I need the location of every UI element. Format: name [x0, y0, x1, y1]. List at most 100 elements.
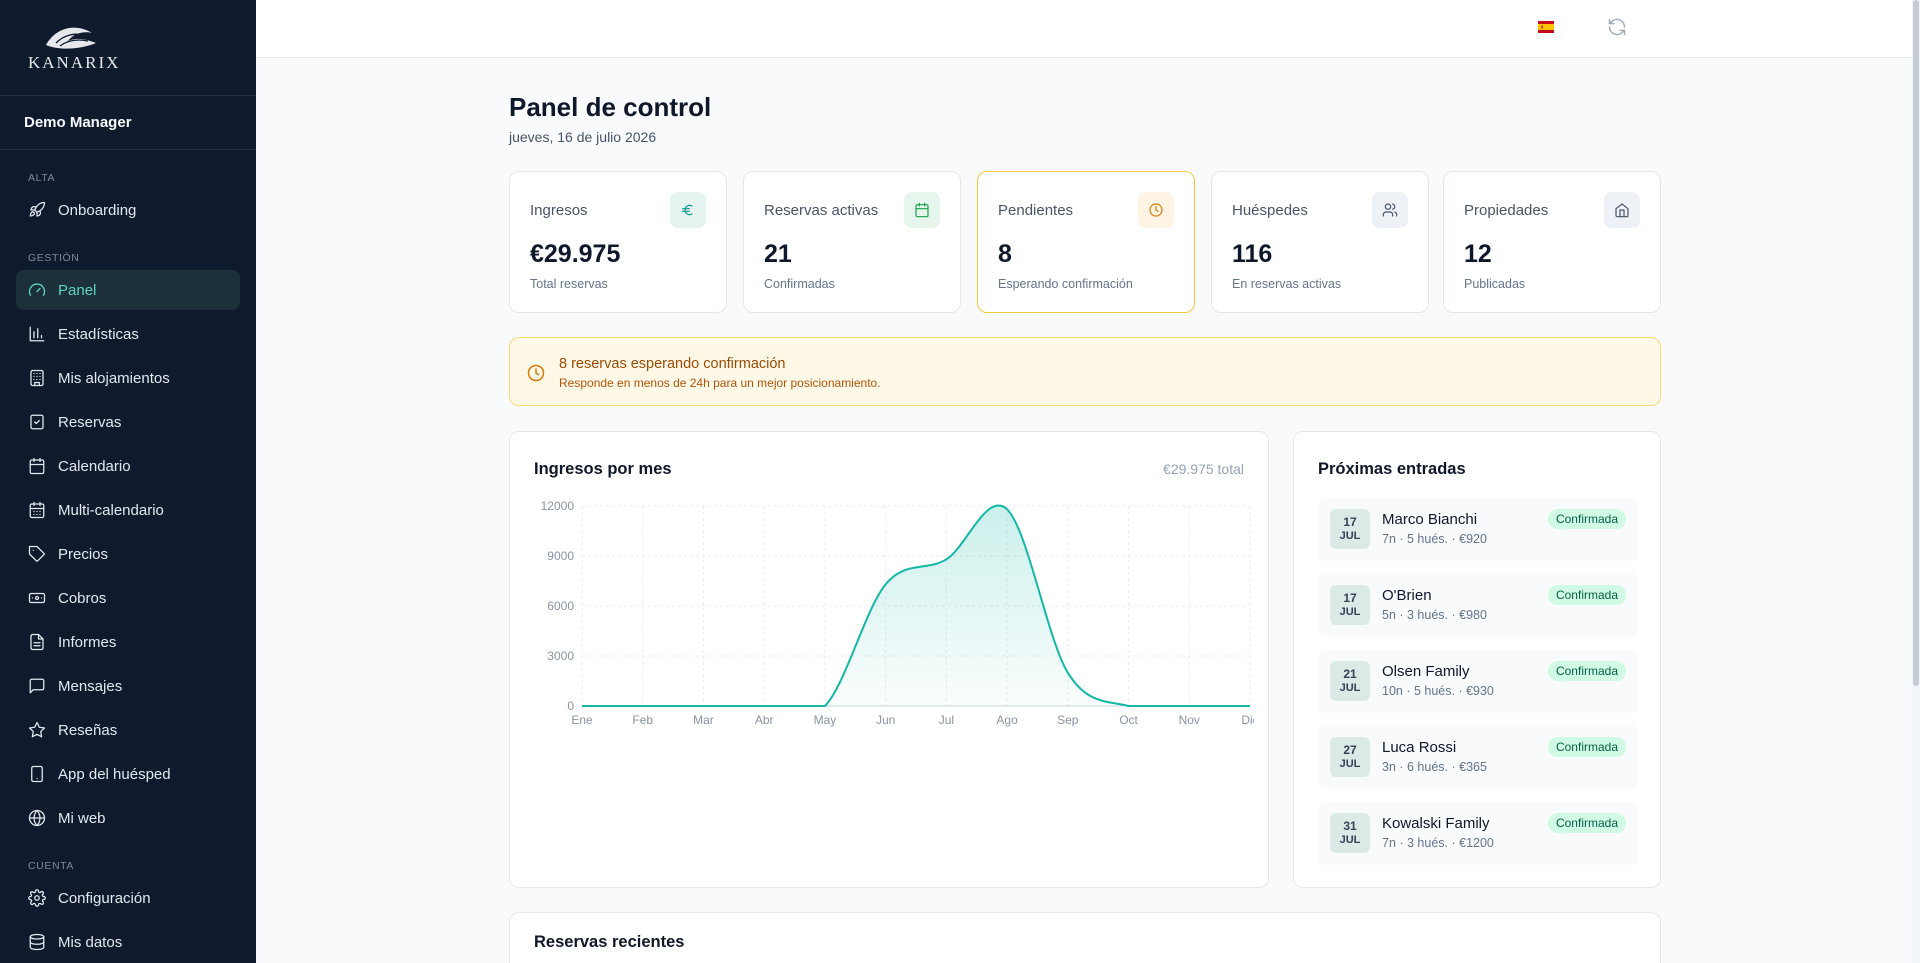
- sidebar-item-onboarding[interactable]: Onboarding: [16, 190, 240, 230]
- arrival-month: JUL: [1339, 530, 1361, 542]
- stat-value: 12: [1464, 240, 1492, 268]
- sidebar-item-label: App del huésped: [58, 765, 171, 783]
- users-icon: [1372, 192, 1408, 228]
- rocket-icon: [28, 201, 46, 219]
- bar-chart-icon: [28, 325, 46, 343]
- star-icon: [28, 721, 46, 739]
- clock-icon: [527, 364, 545, 382]
- x-tick-label: Mar: [693, 713, 714, 727]
- status-badge: Confirmada: [1547, 585, 1626, 605]
- sidebar-item-cobros[interactable]: Cobros: [16, 578, 240, 618]
- guest-name: O'Brien: [1382, 587, 1432, 604]
- sidebar-item-mis-datos[interactable]: Mis datos: [16, 922, 240, 962]
- sidebar-item-calendario[interactable]: Calendario: [16, 446, 240, 486]
- stat-sub: Confirmadas: [764, 277, 835, 291]
- arrival-date-badge: 17 JUL: [1330, 585, 1370, 625]
- stat-card-ingresos[interactable]: Ingresos €29.975 Total reservas: [509, 171, 727, 313]
- stat-label: Propiedades: [1464, 202, 1549, 219]
- guest-name: Olsen Family: [1382, 663, 1470, 680]
- list-item[interactable]: 31 JUL Kowalski Family 7n · 3 hués. · €1…: [1318, 801, 1638, 865]
- stat-card-reservas-activas[interactable]: Reservas activas 21 Confirmadas: [743, 171, 961, 313]
- sidebar-item-label: Reservas: [58, 413, 122, 431]
- booking-meta: 5n · 3 hués. · €980: [1382, 608, 1487, 622]
- section-label-gestion: GESTIÓN: [28, 252, 80, 264]
- stat-sub: Esperando confirmación: [998, 277, 1133, 291]
- calendar-icon: [904, 192, 940, 228]
- sidebar-item-configuracion[interactable]: Configuración: [16, 878, 240, 918]
- upcoming-arrivals-card: Próximas entradas 17 JUL Marco Bianchi 7…: [1293, 431, 1661, 888]
- sidebar-item-estadisticas[interactable]: Estadísticas: [16, 314, 240, 354]
- y-tick-label: 6000: [547, 599, 574, 613]
- gauge-icon: [28, 281, 46, 299]
- arrival-date-badge: 21 JUL: [1330, 661, 1370, 701]
- sidebar-item-label: Mis alojamientos: [58, 369, 170, 387]
- sidebar-item-label: Calendario: [58, 457, 131, 475]
- sidebar-item-multi-calendario[interactable]: Multi-calendario: [16, 490, 240, 530]
- sidebar-item-panel[interactable]: Panel: [16, 270, 240, 310]
- stat-sub: Publicadas: [1464, 277, 1526, 291]
- sidebar-item-label: Cobros: [58, 589, 107, 607]
- arrival-day: 27: [1343, 743, 1357, 757]
- arrival-month: JUL: [1339, 834, 1361, 846]
- arrival-day: 17: [1343, 591, 1357, 605]
- x-tick-label: Sep: [1057, 713, 1079, 727]
- calendar-icon: [28, 457, 46, 475]
- calendar-grid-icon: [28, 501, 46, 519]
- y-tick-label: 9000: [547, 549, 574, 563]
- stat-card-pendientes[interactable]: Pendientes 8 Esperando confirmación: [977, 171, 1195, 313]
- sidebar-item-mensajes[interactable]: Mensajes: [16, 666, 240, 706]
- revenue-line: [582, 504, 1250, 707]
- section-label-cuenta: CUENTA: [28, 860, 74, 872]
- refresh-icon[interactable]: [1607, 17, 1627, 37]
- sidebar-item-label: Precios: [58, 545, 109, 563]
- booking-meta: 3n · 6 hués. · €365: [1382, 760, 1487, 774]
- sidebar-item-label: Mensajes: [58, 677, 123, 695]
- stat-label: Huéspedes: [1232, 202, 1308, 219]
- list-item[interactable]: 17 JUL O'Brien 5n · 3 hués. · €980 Confi…: [1318, 573, 1638, 637]
- sidebar-item-reservas[interactable]: Reservas: [16, 402, 240, 442]
- sidebar-item-resenas[interactable]: Reseñas: [16, 710, 240, 750]
- sidebar-item-precios[interactable]: Precios: [16, 534, 240, 574]
- sidebar-item-informes[interactable]: Informes: [16, 622, 240, 662]
- sidebar-item-label: Panel: [58, 281, 97, 299]
- revenue-chart: 0 3000 6000 9000 12000 Ene Feb Mar Abr May Jun Jul A…: [541, 499, 1254, 727]
- list-item[interactable]: 27 JUL Luca Rossi 3n · 6 hués. · €365 Co…: [1318, 725, 1638, 789]
- arrival-date-badge: 27 JUL: [1330, 737, 1370, 777]
- stat-label: Pendientes: [998, 202, 1074, 219]
- sidebar-item-label: Estadísticas: [58, 325, 139, 343]
- sidebar-item-mis-alojamientos[interactable]: Mis alojamientos: [16, 358, 240, 398]
- smartphone-icon: [28, 765, 46, 783]
- page-scrollbar[interactable]: [1912, 0, 1920, 963]
- sidebar-item-mi-web[interactable]: Mi web: [16, 798, 240, 838]
- x-tick-label: Jul: [939, 713, 954, 727]
- sidebar-item-app-del-huesped[interactable]: App del huésped: [16, 754, 240, 794]
- clock-icon: [1138, 192, 1174, 228]
- status-badge: Confirmada: [1547, 737, 1626, 757]
- user-name[interactable]: Demo Manager: [0, 96, 256, 150]
- arrival-month: JUL: [1339, 606, 1361, 618]
- list-item[interactable]: 21 JUL Olsen Family 10n · 5 hués. · €930…: [1318, 649, 1638, 713]
- spain-flag-icon[interactable]: [1538, 21, 1554, 33]
- x-tick-label: Abr: [755, 713, 774, 727]
- building-icon: [28, 369, 46, 387]
- sidebar-item-label: Onboarding: [58, 201, 137, 219]
- stat-sub: En reservas activas: [1232, 277, 1342, 291]
- arrival-month: JUL: [1339, 682, 1361, 694]
- recent-title: Reservas recientes: [534, 933, 685, 951]
- database-icon: [28, 933, 46, 951]
- stats-row: Ingresos €29.975 Total reservas Reservas…: [509, 171, 1661, 313]
- file-text-icon: [28, 633, 46, 651]
- list-item[interactable]: 17 JUL Marco Bianchi 7n · 5 hués. · €920…: [1318, 497, 1638, 561]
- globe-icon: [28, 809, 46, 827]
- stat-card-propiedades[interactable]: Propiedades 12 Publicadas: [1443, 171, 1661, 313]
- arrival-day: 21: [1343, 667, 1357, 681]
- pending-alert[interactable]: 8 reservas esperando confirmación Respon…: [509, 337, 1661, 406]
- stat-card-huespedes[interactable]: Huéspedes 116 En reservas activas: [1211, 171, 1429, 313]
- y-tick-label: 3000: [547, 649, 574, 663]
- guest-name: Luca Rossi: [1382, 739, 1457, 756]
- scrollbar-thumb[interactable]: [1913, 0, 1919, 686]
- brand-logo[interactable]: KANARIX: [0, 0, 256, 96]
- chart-title: Ingresos por mes: [534, 460, 672, 478]
- page-date: jueves, 16 de julio 2026: [509, 129, 657, 145]
- revenue-chart-card: Ingresos por mes €29.975 total 0 3000 6000…: [509, 431, 1269, 888]
